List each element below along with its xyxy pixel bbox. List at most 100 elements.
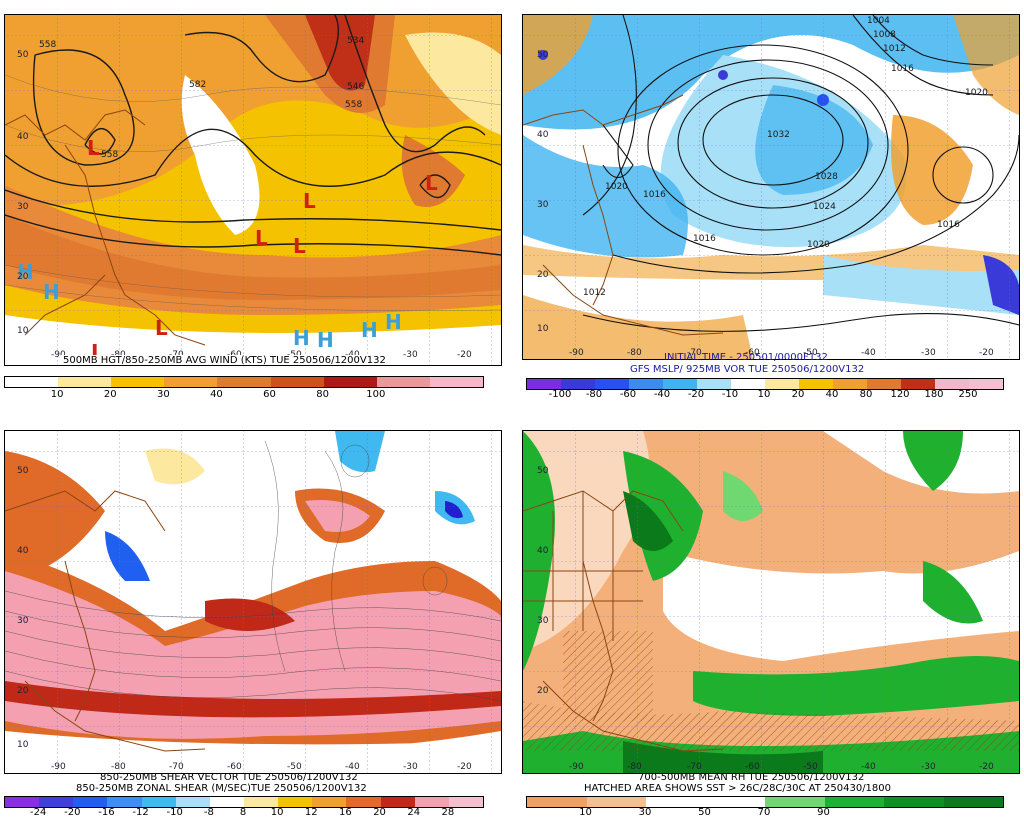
- colorbar-swatch: [799, 379, 833, 389]
- colorbar-swatch: [209, 797, 244, 807]
- isobar-label: 1016: [937, 220, 960, 230]
- colorbar-tick-label: 16: [339, 807, 352, 818]
- colorbar-tick-label: 120: [890, 389, 910, 400]
- high-pressure-marker: H: [361, 318, 378, 342]
- colorbar-swatch: [884, 797, 944, 807]
- svg-text:40: 40: [537, 546, 549, 556]
- colorbar-tick-label: 50: [698, 807, 711, 818]
- colorbar-tick-label: 20: [791, 389, 805, 400]
- colorbar-swatch: [39, 797, 74, 807]
- svg-text:20: 20: [537, 270, 549, 280]
- svg-text:-60: -60: [745, 762, 760, 772]
- longitude-labels: -90 -80 -70 -60 -50 -40 -30 -20: [569, 348, 994, 358]
- colorbar-swatch: [833, 379, 867, 389]
- colorbar-tick-label: 70: [757, 807, 771, 818]
- colorbar-swatch: [141, 797, 176, 807]
- svg-text:-90: -90: [51, 350, 66, 360]
- svg-text:30: 30: [17, 616, 29, 626]
- colorbar-tick-label: 8: [239, 807, 247, 818]
- colorbar-swatch: [107, 797, 142, 807]
- isobar-label: 1004: [867, 16, 890, 26]
- colorbar-swatch: [901, 379, 935, 389]
- svg-text:40: 40: [17, 546, 29, 556]
- svg-text:-70: -70: [169, 762, 184, 772]
- panel-caption: HATCHED AREA SHOWS SST > 26C/28C/30C AT …: [584, 783, 892, 794]
- svg-text:40: 40: [17, 132, 29, 142]
- isobar-label: 1008: [873, 30, 896, 40]
- isobar-label: 1020: [807, 240, 830, 250]
- colorbar-labels: -100 -80 -60 -40 -20 -10 10 20 40 80 120 180 250: [526, 389, 1002, 401]
- svg-text:40: 40: [537, 130, 549, 140]
- high-pressure-marker: H: [385, 310, 402, 334]
- latitude-labels: 50 40 30 20 10: [17, 466, 29, 750]
- svg-text:-60: -60: [745, 348, 760, 358]
- latitude-labels: 50 40 30 20 10: [17, 50, 29, 336]
- colorbar: [4, 796, 484, 808]
- svg-text:-60: -60: [227, 762, 242, 772]
- panel-caption: 850-250MB ZONAL SHEAR (M/SEC)TUE 250506/…: [76, 783, 367, 794]
- colorbar-tick-label: -100: [548, 389, 572, 400]
- colorbar-tick-label: 90: [817, 807, 830, 818]
- svg-text:-20: -20: [979, 348, 994, 358]
- colorbar: [526, 378, 1004, 390]
- svg-text:30: 30: [537, 200, 549, 210]
- colorbar-swatch: [414, 797, 449, 807]
- colorbar-swatch: [867, 379, 901, 389]
- colorbar-swatch: [943, 797, 1003, 807]
- colorbar-swatch: [935, 379, 969, 389]
- svg-text:50: 50: [17, 466, 29, 476]
- colorbar-labels: -24 -20 -16 -12 -10 -8 8 10 12 16 20 24 28: [4, 807, 482, 819]
- panel-caption-initial-time: INITIAL TIME - 250501/0000F132: [664, 352, 828, 363]
- colorbar-swatch: [595, 379, 629, 389]
- map-500mb-height: 558 534 546 558 582 558 L L L L L L L H …: [4, 14, 502, 366]
- svg-text:50: 50: [17, 50, 29, 60]
- isobar-label: 1012: [883, 44, 906, 54]
- colorbar-tick-label: -24: [29, 807, 47, 818]
- colorbar-swatch: [561, 379, 595, 389]
- colorbar-swatch: [448, 797, 483, 807]
- high-pressure-marker: H: [293, 326, 310, 350]
- colorbar-swatch: [731, 379, 765, 389]
- colorbar-swatch: [5, 377, 59, 387]
- svg-text:10: 10: [17, 326, 29, 336]
- colorbar-swatch: [164, 377, 218, 387]
- shear-field: 50 40 30 20 10 -90 -80 -70 -60 -50 -40 -…: [5, 431, 501, 773]
- panel-shear: 50 40 30 20 10 -90 -80 -70 -60 -50 -40 -…: [0, 416, 512, 819]
- svg-text:-40: -40: [861, 348, 876, 358]
- colorbar-swatch: [5, 797, 40, 807]
- longitude-labels: -90 -80 -70 -60 -50 -40 -30 -20: [569, 762, 994, 772]
- colorbar-tick-label: 24: [407, 807, 421, 818]
- map-mean-rh: 50 40 30 20 -90 -80 -70 -60 -50 -40 -30 …: [522, 430, 1020, 774]
- colorbar-swatch: [646, 797, 706, 807]
- svg-text:-90: -90: [569, 348, 584, 358]
- high-pressure-marker: H: [43, 280, 60, 304]
- colorbar-labels: 10 20 30 40 60 80 100: [4, 389, 482, 401]
- colorbar-tick-label: 80: [859, 389, 873, 400]
- svg-text:-80: -80: [627, 762, 642, 772]
- map-zonal-shear: 50 40 30 20 10 -90 -80 -70 -60 -50 -40 -…: [4, 430, 502, 774]
- colorbar-tick-label: -80: [585, 389, 603, 400]
- colorbar-tick-label: 20: [103, 389, 117, 400]
- svg-text:30: 30: [537, 616, 549, 626]
- svg-text:-90: -90: [51, 762, 66, 772]
- colorbar-swatch: [217, 377, 271, 387]
- svg-text:-30: -30: [403, 762, 418, 772]
- colorbar-tick-label: 30: [638, 807, 652, 818]
- contour-label: 546: [347, 82, 364, 92]
- svg-text:-70: -70: [687, 762, 702, 772]
- colorbar-swatch: [312, 797, 347, 807]
- latitude-labels: 50 40 30 20: [537, 466, 549, 696]
- low-pressure-marker: L: [155, 316, 168, 340]
- svg-text:30: 30: [17, 202, 29, 212]
- colorbar-swatch: [765, 379, 799, 389]
- panel-caption: 700-500MB MEAN RH TUE 250506/1200V132: [638, 772, 865, 783]
- colorbar-swatch: [705, 797, 765, 807]
- colorbar-swatch: [380, 797, 415, 807]
- svg-text:-70: -70: [687, 348, 702, 358]
- isobar-label: 1020: [605, 182, 628, 192]
- colorbar-swatch: [270, 377, 324, 387]
- colorbar-tick-label: -60: [619, 389, 637, 400]
- colorbar-swatch: [527, 379, 561, 389]
- colorbar-tick-label: -20: [64, 807, 81, 818]
- colorbar-tick-label: -10: [166, 807, 183, 818]
